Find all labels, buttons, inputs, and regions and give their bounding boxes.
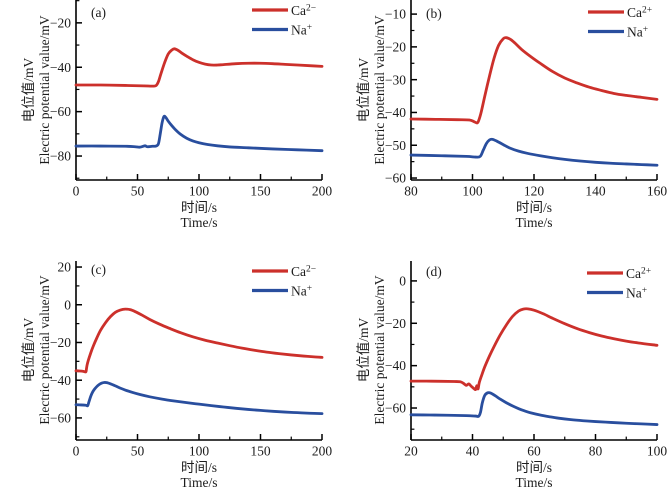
x-tick-label: 80 bbox=[589, 444, 603, 459]
panel-letter: (d) bbox=[426, 264, 442, 279]
x-tick-label: 100 bbox=[189, 184, 210, 199]
y-tick-label: −40 bbox=[50, 60, 71, 75]
series-line-ca bbox=[409, 307, 659, 392]
y-tick-label: −40 bbox=[385, 358, 406, 373]
x-tick-label: 100 bbox=[647, 444, 668, 459]
panel-c: 电位值/mV Electric potential value/mV 0 50 10… bbox=[0, 251, 335, 502]
legend-label-ca: Ca2− bbox=[291, 3, 316, 18]
x-tick-label: 200 bbox=[312, 444, 333, 459]
x-tick-label: 50 bbox=[131, 184, 145, 199]
series-line-ca bbox=[409, 36, 659, 125]
x-tick-label: 150 bbox=[250, 444, 271, 459]
x-tick-label: 200 bbox=[312, 184, 333, 199]
y-tick-label: −60 bbox=[50, 411, 71, 426]
x-tick-label: 100 bbox=[462, 184, 483, 199]
x-tick-label: 0 bbox=[73, 184, 80, 199]
y-tick-label: −20 bbox=[385, 316, 406, 331]
x-axis-label: 时间/s Time/s bbox=[76, 460, 322, 490]
y-tick-label: −30 bbox=[385, 72, 406, 87]
y-tick-label: −40 bbox=[385, 105, 406, 120]
x-axis-label-cn: 时间/s bbox=[180, 200, 217, 215]
y-tick-label: −20 bbox=[385, 39, 406, 54]
y-tick-label: −80 bbox=[50, 149, 71, 164]
panel-letter: (b) bbox=[426, 6, 442, 21]
y-tick-label: −60 bbox=[50, 104, 71, 119]
series-line-ca bbox=[74, 307, 324, 374]
series-line-na bbox=[409, 391, 659, 426]
x-axis-label: 时间/s Time/s bbox=[411, 460, 657, 490]
y-tick-label: −20 bbox=[50, 15, 71, 30]
y-tick-label: −60 bbox=[385, 171, 406, 186]
plot-area-d: 20 40 60 80 100 0 −20 −40 −60 Ca2+ Na+ (d) bbox=[385, 261, 668, 459]
x-axis-label-en: Time/s bbox=[515, 215, 553, 230]
legend-label-na: Na+ bbox=[626, 285, 647, 300]
x-axis-label-en: Time/s bbox=[180, 215, 218, 230]
x-tick-label: 160 bbox=[647, 184, 668, 199]
y-tick-label: 20 bbox=[58, 260, 72, 275]
x-axis-label-cn: 时间/s bbox=[515, 460, 552, 475]
x-axis-label: 时间/s Time/s bbox=[76, 200, 322, 230]
legend-label-na: Na+ bbox=[627, 24, 648, 39]
panel-d: 电位值/mV Electric potential value/mV 20 40 6… bbox=[335, 251, 670, 502]
series-line-na bbox=[74, 381, 324, 415]
x-tick-label: 140 bbox=[585, 184, 606, 199]
x-tick-label: 80 bbox=[404, 184, 418, 199]
x-tick-label: 60 bbox=[527, 444, 541, 459]
legend-label-ca: Ca2+ bbox=[626, 266, 651, 281]
series-line-na bbox=[409, 137, 659, 167]
panel-letter: (a) bbox=[91, 5, 106, 20]
x-axis-label-en: Time/s bbox=[515, 475, 553, 490]
y-tick-label: −10 bbox=[385, 7, 406, 22]
legend-label-ca: Ca2+ bbox=[627, 5, 652, 20]
panel-a: 电位值/mV Electric potential value/mV 0 50 10… bbox=[0, 0, 335, 251]
y-tick-label: −20 bbox=[50, 335, 71, 350]
x-tick-label: 0 bbox=[73, 444, 80, 459]
y-tick-label: 0 bbox=[64, 297, 71, 312]
plot-area-a: 0 50 100 150 200 −20 −40 −60 −80 Ca2− Na+ (a) bbox=[50, 0, 333, 199]
x-tick-label: 40 bbox=[466, 444, 480, 459]
y-tick-label: −50 bbox=[385, 138, 406, 153]
x-tick-label: 120 bbox=[524, 184, 545, 199]
plot-area-b: 80 100 120 140 160 −10 −20 −30 −40 −50 −60 Ca2+ Na+ (… bbox=[385, 0, 668, 199]
x-tick-label: 150 bbox=[250, 184, 271, 199]
x-tick-label: 20 bbox=[404, 444, 418, 459]
panel-b: 电位值/mV Electric potential value/mV 80 100… bbox=[335, 0, 670, 251]
x-axis-label-cn: 时间/s bbox=[180, 460, 217, 475]
panel-letter: (c) bbox=[91, 262, 106, 277]
series-line-na bbox=[74, 114, 324, 153]
x-axis-label-cn: 时间/s bbox=[515, 200, 552, 215]
x-tick-label: 100 bbox=[189, 444, 210, 459]
legend-label-ca: Ca2− bbox=[291, 264, 316, 279]
x-tick-label: 50 bbox=[131, 444, 145, 459]
y-tick-label: −40 bbox=[50, 373, 71, 388]
y-tick-label: 0 bbox=[399, 274, 406, 289]
series-line-ca bbox=[74, 47, 324, 88]
x-axis-label-en: Time/s bbox=[180, 475, 218, 490]
legend-label-na: Na+ bbox=[291, 283, 312, 298]
y-tick-label: −60 bbox=[385, 401, 406, 416]
x-axis-label: 时间/s Time/s bbox=[411, 200, 657, 230]
legend-label-na: Na+ bbox=[291, 22, 312, 37]
